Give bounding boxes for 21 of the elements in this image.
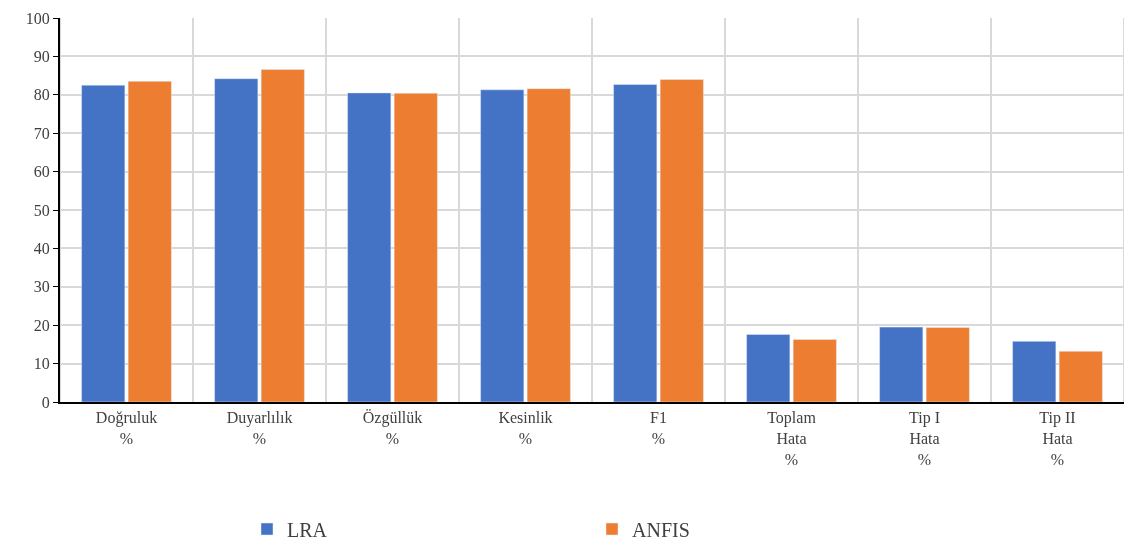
x-tick-label: Doğruluk %	[95, 409, 158, 447]
y-tick-label: 50	[33, 201, 50, 219]
y-tick-label: 80	[33, 86, 50, 104]
x-tick-label: F1 %	[650, 409, 667, 447]
x-tick-label: Tip I Hata %	[909, 409, 940, 468]
x-tick-label: Özgüllük %	[362, 409, 423, 447]
y-tick-label: 90	[33, 48, 50, 65]
legend-label: ANFIS	[632, 518, 690, 541]
x-tick-label: Tip II Hata %	[1039, 409, 1076, 468]
y-tick-label: 30	[33, 278, 50, 296]
y-tick-label: 0	[41, 393, 50, 411]
y-tick-label: 60	[33, 163, 50, 181]
legend-label: LRA	[287, 518, 328, 541]
y-tick-label: 10	[33, 355, 50, 373]
y-tick-label: 100	[25, 9, 50, 27]
y-tick-label: 70	[33, 124, 50, 142]
y-tick-label: 40	[33, 240, 50, 257]
x-tick-label: Duyarlılık %	[226, 409, 293, 447]
x-tick-label: Kesinlik %	[498, 409, 553, 447]
y-tick-label: 20	[33, 316, 50, 334]
x-tick-label: Toplam Hata %	[767, 409, 817, 468]
